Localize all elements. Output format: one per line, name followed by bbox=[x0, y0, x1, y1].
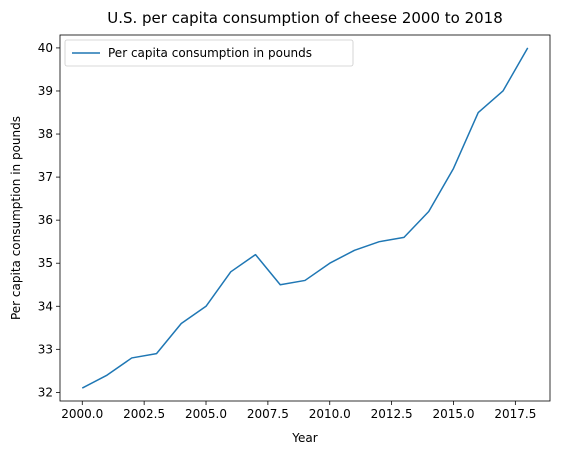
y-tick-label: 34 bbox=[38, 299, 53, 313]
y-tick-label: 36 bbox=[38, 213, 53, 227]
series-line bbox=[81, 47, 529, 389]
y-tick-label: 35 bbox=[38, 256, 53, 270]
y-tick-label: 37 bbox=[38, 170, 53, 184]
x-tick-label: 2015.0 bbox=[432, 407, 474, 421]
y-tick-label: 40 bbox=[38, 41, 53, 55]
y-axis: 32 33 34 35 36 37 38 39 40 bbox=[38, 41, 60, 399]
x-tick-label: 2012.5 bbox=[371, 407, 413, 421]
x-axis: 2000.0 2002.5 2005.0 2007.5 2010.0 2012.5 2015… bbox=[61, 401, 536, 421]
legend-box bbox=[64, 39, 354, 67]
chart-title: U.S. per capita consumption of cheese 20… bbox=[107, 9, 503, 27]
x-tick-label: 2017.5 bbox=[494, 407, 536, 421]
x-tick-label: 2007.5 bbox=[247, 407, 289, 421]
x-tick-label: 2000.0 bbox=[61, 407, 103, 421]
x-tick-label: 2010.0 bbox=[309, 407, 351, 421]
y-axis-label: Per capita consumption in pounds bbox=[9, 116, 23, 320]
legend-entry: Per capita consumption in pounds bbox=[108, 46, 312, 60]
y-tick-label: 32 bbox=[38, 385, 53, 399]
legend: Per capita consumption in pounds bbox=[64, 39, 354, 67]
plot-frame bbox=[59, 34, 551, 402]
y-tick-label: 39 bbox=[38, 84, 53, 98]
x-axis-label: Year bbox=[291, 431, 317, 445]
y-tick-label: 33 bbox=[38, 342, 53, 356]
x-tick-label: 2002.5 bbox=[123, 407, 165, 421]
plot-area bbox=[60, 35, 550, 401]
y-tick-label: 38 bbox=[38, 127, 53, 141]
x-tick-label: 2005.0 bbox=[185, 407, 227, 421]
